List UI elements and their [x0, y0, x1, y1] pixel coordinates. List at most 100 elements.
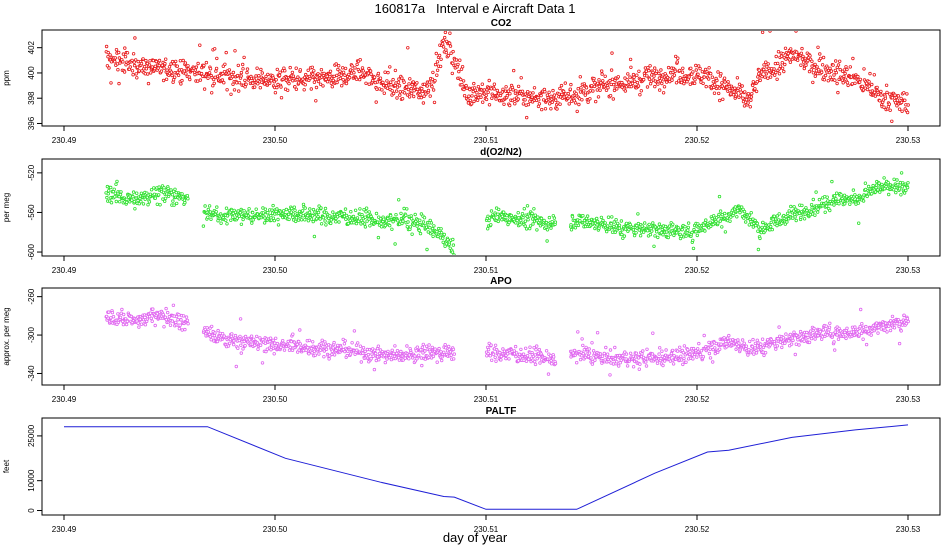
data-point [184, 315, 189, 319]
x-tick-label: 230.50 [263, 136, 288, 145]
data-point [150, 65, 154, 69]
data-point [408, 77, 412, 81]
data-point [451, 49, 455, 54]
data-point [575, 361, 579, 365]
data-point [648, 64, 652, 68]
y-axis-label: per meg [2, 193, 11, 222]
data-point [714, 341, 718, 346]
data-point [832, 73, 836, 77]
data-point [150, 319, 154, 323]
data-point [595, 216, 599, 221]
data-point [225, 222, 229, 226]
data-point [346, 221, 351, 226]
data-point [287, 81, 291, 86]
data-point [252, 78, 257, 82]
data-point [845, 67, 849, 72]
y-tick-label: -520 [27, 164, 36, 181]
data-point [113, 191, 117, 195]
data-point [813, 62, 817, 67]
data-point [768, 75, 773, 79]
data-point [799, 51, 804, 55]
data-point [470, 102, 474, 106]
data-point [546, 372, 551, 376]
data-point [600, 354, 605, 358]
data-point [505, 213, 509, 218]
data-point [652, 74, 656, 78]
data-point [206, 76, 210, 80]
data-point [420, 86, 424, 91]
data-point [537, 98, 541, 102]
data-point [153, 323, 157, 328]
data-point [716, 70, 720, 74]
data-point [634, 351, 639, 355]
data-point [820, 63, 825, 67]
data-point [512, 68, 516, 73]
data-point [494, 359, 498, 363]
data-point [144, 58, 148, 63]
data-point [760, 337, 765, 341]
data-point [857, 333, 861, 337]
data-point [298, 328, 302, 332]
data-point [779, 54, 784, 58]
data-point [647, 222, 651, 227]
data-point [797, 211, 802, 216]
data-point [856, 201, 861, 205]
data-point [208, 66, 213, 71]
data-point [531, 222, 535, 226]
data-point [426, 88, 431, 93]
data-point [336, 67, 340, 72]
data-point [332, 340, 336, 345]
data-point [628, 351, 633, 355]
data-point [393, 344, 397, 348]
data-point [780, 66, 785, 70]
data-point [222, 80, 226, 85]
data-point [399, 211, 403, 216]
data-point [600, 72, 604, 76]
data-point [663, 224, 668, 229]
data-point [675, 60, 679, 64]
data-point [223, 62, 227, 67]
data-point [729, 215, 733, 219]
data-point [106, 55, 110, 59]
data-point [811, 197, 815, 202]
data-point [372, 75, 377, 79]
data-point [895, 104, 899, 108]
data-point [590, 341, 594, 345]
data-point [775, 214, 779, 218]
data-point [843, 71, 847, 76]
data-point [419, 356, 424, 360]
data-point [817, 197, 822, 202]
data-point [247, 207, 251, 211]
data-point [374, 211, 379, 216]
data-point [877, 181, 881, 185]
data-point [282, 348, 287, 352]
data-point [495, 88, 499, 93]
data-point [364, 210, 368, 214]
data-point [147, 63, 152, 67]
data-point [118, 192, 123, 197]
data-point [343, 66, 348, 71]
data-point [617, 223, 622, 227]
data-point [419, 212, 424, 216]
data-point [753, 341, 758, 346]
data-point [628, 75, 632, 79]
data-point [395, 349, 400, 353]
data-point [407, 357, 411, 361]
data-point [746, 353, 750, 357]
data-point [713, 346, 717, 350]
data-point [749, 95, 754, 99]
data-point [186, 196, 190, 201]
data-point [827, 325, 832, 329]
data-point [427, 355, 431, 360]
data-point [206, 207, 210, 212]
data-point [331, 78, 335, 83]
data-point [170, 73, 174, 78]
data-point [865, 194, 869, 199]
data-point [215, 339, 220, 344]
data-point [418, 231, 423, 236]
data-point [535, 228, 539, 232]
data-point [662, 85, 667, 89]
data-point [580, 337, 584, 341]
data-point [417, 353, 421, 357]
data-point [699, 349, 704, 353]
